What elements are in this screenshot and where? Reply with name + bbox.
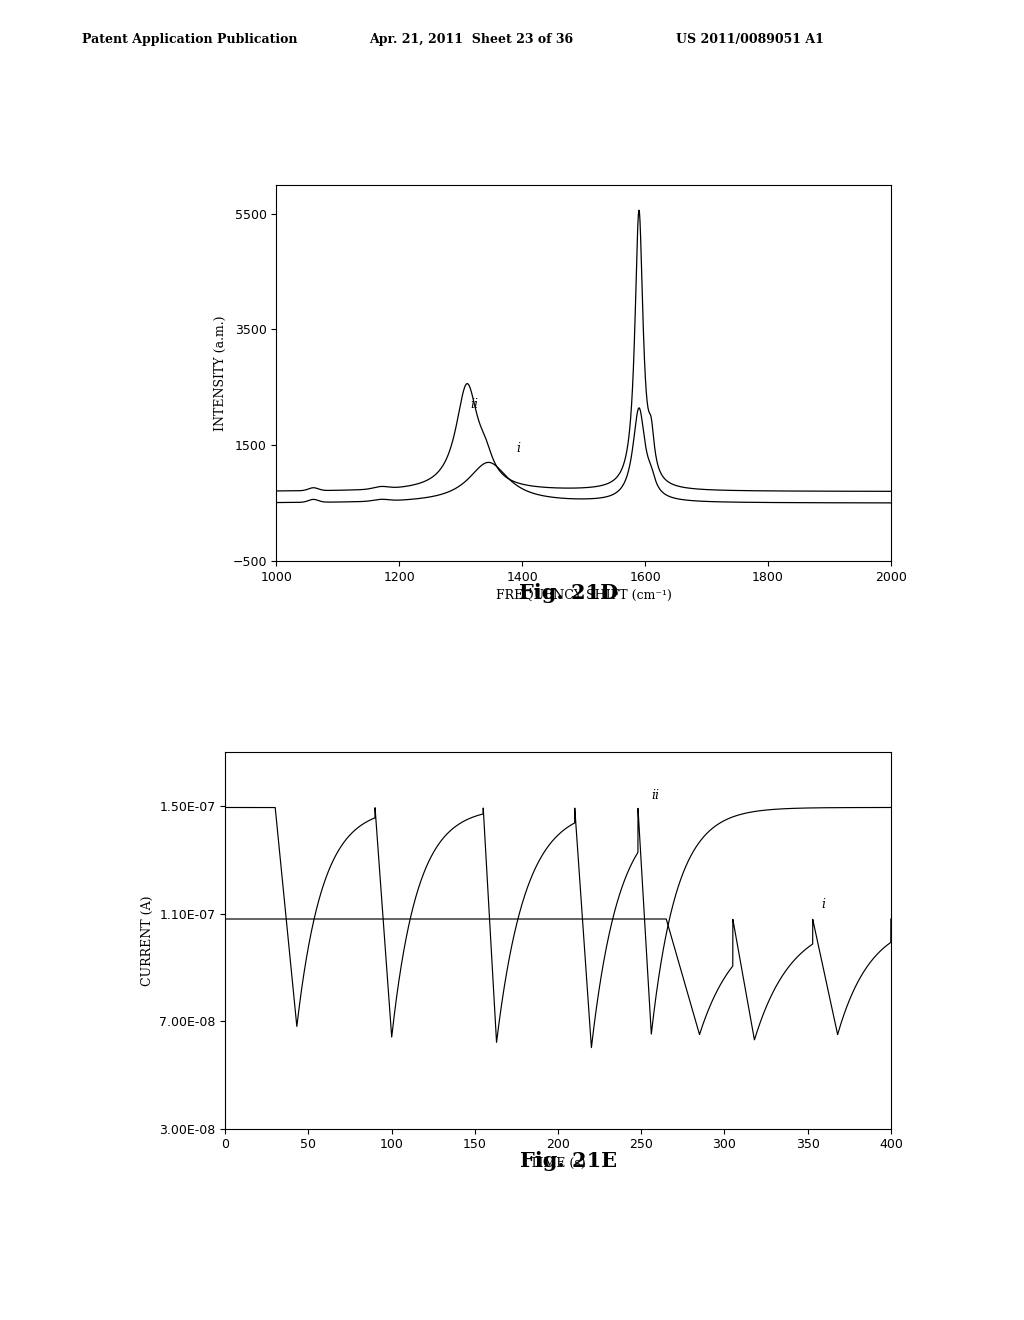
Y-axis label: CURRENT (A): CURRENT (A): [140, 895, 154, 986]
Text: Apr. 21, 2011  Sheet 23 of 36: Apr. 21, 2011 Sheet 23 of 36: [369, 33, 572, 46]
Text: i: i: [821, 898, 825, 911]
Text: US 2011/0089051 A1: US 2011/0089051 A1: [676, 33, 823, 46]
X-axis label: TIME (s): TIME (s): [530, 1156, 586, 1170]
Text: Fig. 21D: Fig. 21D: [519, 583, 617, 603]
Text: i: i: [516, 442, 520, 454]
Text: ii: ii: [651, 789, 659, 803]
Text: Patent Application Publication: Patent Application Publication: [82, 33, 297, 46]
Y-axis label: INTENSITY (a.m.): INTENSITY (a.m.): [214, 315, 226, 430]
Text: ii: ii: [470, 397, 478, 411]
X-axis label: FREQUENCY SHIFT (cm⁻¹): FREQUENCY SHIFT (cm⁻¹): [496, 589, 672, 602]
Text: Fig. 21E: Fig. 21E: [520, 1151, 616, 1171]
